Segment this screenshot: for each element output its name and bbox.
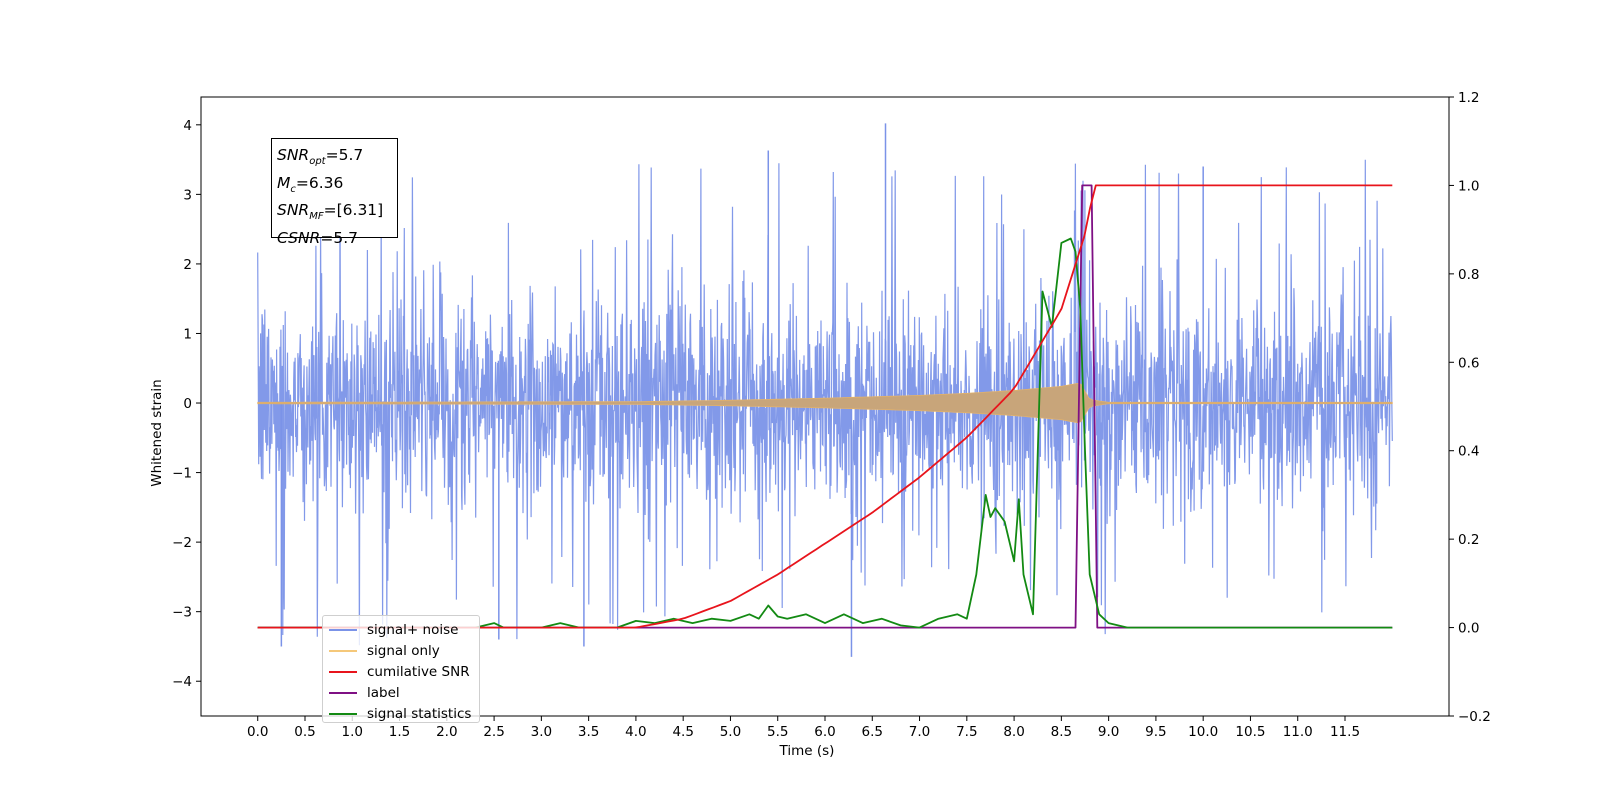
- legend-item: label: [323, 683, 479, 703]
- legend-item: signal statistics: [323, 704, 479, 724]
- legend-label: label: [367, 685, 400, 701]
- x-tick-label: 7.5: [956, 724, 977, 740]
- x-tick-label: 3.5: [578, 724, 599, 740]
- x-tick-label: 9.0: [1098, 724, 1119, 740]
- signal-noise-series: [257, 123, 1393, 657]
- y-tick-label: −2: [172, 535, 192, 551]
- x-tick-label: 11.0: [1283, 724, 1313, 740]
- y-tick-label: 3: [183, 187, 192, 203]
- y-axis-label: Whitened strain: [149, 379, 165, 486]
- snr-mf-text: SNRMF=[6.31]: [277, 201, 384, 223]
- x-tick-label: 4.0: [625, 724, 646, 740]
- y2-tick-label: 0.8: [1458, 267, 1479, 283]
- legend-label: signal only: [367, 643, 440, 659]
- x-tick-label: 9.5: [1145, 724, 1166, 740]
- y2-tick-label: 0.4: [1458, 444, 1479, 460]
- x-tick-label: 4.5: [672, 724, 693, 740]
- legend-item: cumilative SNR: [323, 662, 479, 682]
- signal-only-envelope: [257, 382, 1393, 424]
- x-tick-label: 8.0: [1003, 724, 1024, 740]
- y-tick-label: 2: [183, 257, 192, 273]
- x-tick-label: 1.0: [342, 724, 363, 740]
- y-tick-label: 1: [183, 326, 192, 342]
- signal-only-series: [257, 382, 1393, 424]
- x-tick-label: 5.0: [720, 724, 741, 740]
- legend-item: signal+ noise: [323, 620, 479, 640]
- legend-swatch: [329, 713, 357, 715]
- legend-swatch: [329, 650, 357, 652]
- x-tick-label: 11.5: [1330, 724, 1360, 740]
- legend-swatch: [329, 692, 357, 694]
- y-tick-label: −4: [172, 674, 192, 690]
- x-tick-label: 5.5: [767, 724, 788, 740]
- x-tick-label: 10.5: [1235, 724, 1265, 740]
- legend-swatch: [329, 671, 357, 673]
- x-tick-label: 3.0: [531, 724, 552, 740]
- x-tick-label: 0.5: [294, 724, 315, 740]
- y2-tick-label: −0.2: [1458, 709, 1491, 725]
- x-tick-label: 10.0: [1188, 724, 1218, 740]
- y-tick-label: 0: [183, 396, 192, 412]
- y2-tick-label: 1.0: [1458, 178, 1479, 194]
- legend-label: cumilative SNR: [367, 664, 470, 680]
- x-tick-label: 2.0: [436, 724, 457, 740]
- legend-label: signal statistics: [367, 706, 472, 722]
- x-tick-label: 8.5: [1051, 724, 1072, 740]
- legend: signal+ noise signal only cumilative SNR la…: [322, 615, 480, 723]
- y2-tick-label: 0.2: [1458, 532, 1479, 548]
- x-tick-label: 6.0: [814, 724, 835, 740]
- legend-swatch: [329, 629, 357, 631]
- y-tick-label: 4: [183, 118, 192, 134]
- x-tick-label: 7.0: [909, 724, 930, 740]
- snr-opt-text: SNRopt=5.7: [277, 146, 364, 168]
- snr-annotation-box: SNRopt=5.7 Mc=6.36 SNRMF=[6.31] CSNR=5.7: [271, 138, 398, 247]
- signal-noise-line: [257, 159, 1393, 646]
- y2-tick-label: 0.6: [1458, 355, 1479, 371]
- y-tick-label: −3: [172, 605, 192, 621]
- csnr-text: CSNR=5.7: [277, 228, 358, 247]
- y2-tick-label: 0.0: [1458, 621, 1479, 637]
- x-tick-label: 1.5: [389, 724, 410, 740]
- x-tick-label: 6.5: [862, 724, 883, 740]
- x-tick-label: 0.0: [247, 724, 268, 740]
- x-axis-label: Time (s): [779, 743, 835, 759]
- y-tick-label: −1: [172, 466, 192, 482]
- legend-item: signal only: [323, 641, 479, 661]
- x-tick-label: 2.5: [483, 724, 504, 740]
- legend-label: signal+ noise: [367, 622, 459, 638]
- chirp-mass-text: Mc=6.36: [277, 173, 344, 195]
- y2-tick-label: 1.2: [1458, 90, 1479, 106]
